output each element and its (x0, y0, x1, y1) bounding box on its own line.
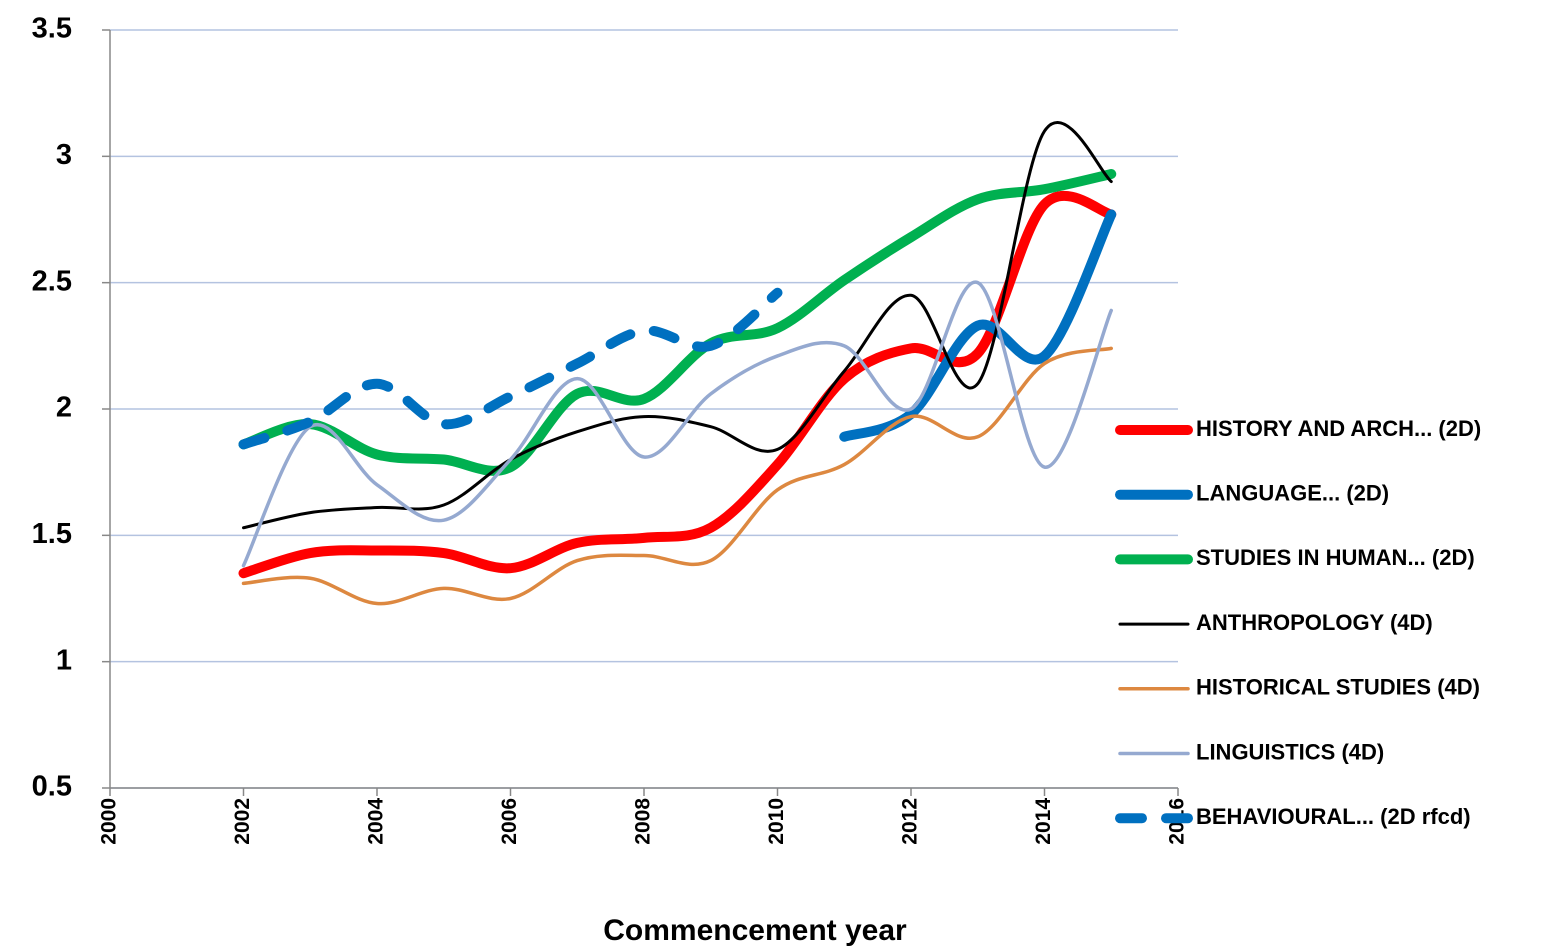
series-line (241, 346, 1113, 606)
x-tick-label: 2008 (632, 798, 655, 845)
series-line (238, 287, 783, 450)
y-tick-label: 2 (56, 392, 72, 424)
y-tick-label: 0.5 (32, 771, 72, 803)
x-tick-label: 2004 (365, 798, 388, 845)
y-tick-label: 1 (56, 644, 72, 676)
series-line (241, 280, 1113, 568)
y-tick-label: 3 (56, 139, 72, 171)
x-tick-label: 2000 (98, 798, 121, 845)
x-tick-label: 2010 (765, 798, 788, 845)
legend-label: ANTHROPOLOGY (4D) (1196, 610, 1433, 635)
y-tick-label: 3.5 (32, 13, 72, 45)
x-tick-label: 2002 (231, 798, 254, 845)
x-tick-label: 2012 (899, 798, 922, 845)
legend-label: BEHAVIOURAL... (2D rfcd) (1196, 804, 1471, 829)
legend-label: LINGUISTICS (4D) (1196, 739, 1384, 764)
x-tick-label: 2006 (498, 798, 521, 845)
legend-label: STUDIES IN HUMAN... (2D) (1196, 545, 1475, 570)
y-tick-label: 1.5 (32, 518, 72, 550)
x-axis-label: Commencement year (603, 914, 907, 947)
x-tick-label: 2014 (1032, 798, 1055, 845)
series-line (839, 209, 1117, 442)
legend-label: HISTORY AND ARCH... (2D) (1196, 416, 1481, 441)
series-line (238, 169, 1117, 476)
y-tick-label: 2.5 (32, 265, 72, 297)
legend-label: LANGUAGE... (2D) (1196, 481, 1389, 506)
legend-label: HISTORICAL STUDIES (4D) (1196, 675, 1480, 700)
series-line (238, 190, 1117, 579)
